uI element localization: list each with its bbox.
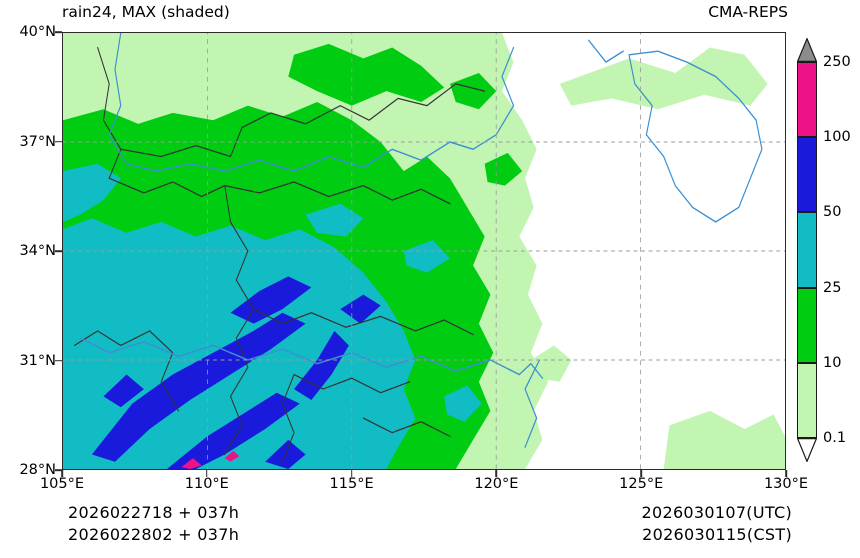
xtick-mark-110 (206, 470, 208, 477)
colorbar-band-100-250 (797, 62, 817, 138)
ytick-label-34: 34°N (19, 243, 56, 259)
colorbar-band-0.1-10 (797, 362, 817, 438)
ytick-mark-34 (55, 250, 62, 252)
colorbar-cap-bottom-arrow (797, 438, 817, 462)
chart-title: rain24, MAX (shaded) (62, 3, 230, 21)
ytick-label-37: 37°N (19, 133, 56, 150)
precipitation-shading (63, 33, 785, 469)
footer-valid-time-cst: 2026030115(CST) (642, 525, 792, 544)
xtick-mark-115 (350, 470, 353, 477)
ytick-label-28: 28°N (19, 462, 56, 478)
xtick-mark-130 (785, 470, 787, 477)
colorbar: 250 100 50 25 10 0.1 (797, 38, 851, 462)
footer-init-time-utc: 2026022718 + 037h (68, 503, 240, 522)
footer-valid-time-utc: 2026030107(UTC) (641, 503, 792, 522)
colorbar-band-10-25 (797, 287, 817, 363)
colorbar-label-10: 10 (823, 354, 842, 371)
colorbar-band-25-50 (797, 212, 817, 288)
ytick-mark-40 (55, 31, 62, 33)
colorbar-label-25: 25 (823, 279, 842, 296)
colorbar-label-100: 100 (823, 129, 851, 146)
xtick-mark-105 (61, 470, 63, 477)
ytick-label-40: 40°N (19, 24, 56, 40)
xtick-label-125: 125°E (619, 476, 664, 492)
colorbar-cap-top-arrow (797, 38, 817, 62)
footer-init-time-cst: 2026022802 + 037h (68, 525, 240, 544)
model-label: CMA-REPS (708, 3, 788, 21)
xtick-label-110: 110°E (184, 476, 229, 492)
xtick-mark-125 (640, 470, 642, 477)
ytick-mark-37 (55, 140, 62, 143)
xtick-label-105: 105°E (39, 476, 85, 492)
colorbar-label-250: 250 (823, 54, 851, 70)
colorbar-band-50-100 (797, 137, 817, 213)
ytick-label-31: 31°N (19, 352, 56, 369)
ytick-mark-31 (55, 359, 62, 362)
xtick-mark-120 (495, 470, 498, 477)
colorbar-label-0.1: 0.1 (823, 430, 847, 446)
xtick-label-130: 130°E (763, 476, 809, 492)
map-plot-area (62, 32, 786, 470)
xtick-label-120: 120°E (474, 476, 519, 492)
colorbar-label-50: 50 (823, 204, 842, 221)
xtick-label-115: 115°E (329, 476, 374, 492)
ytick-mark-28 (55, 469, 62, 471)
